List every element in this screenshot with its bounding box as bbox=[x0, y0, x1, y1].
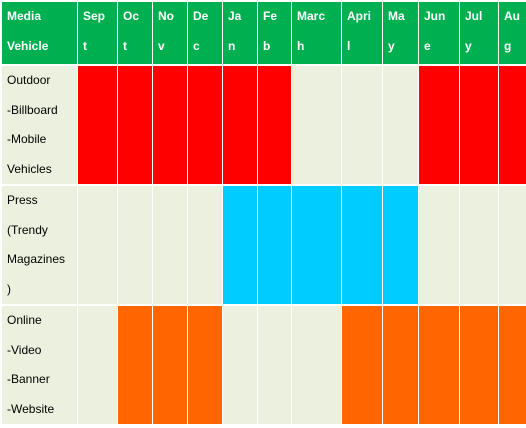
schedule-cell-active bbox=[499, 306, 526, 424]
schedule-cell-empty bbox=[342, 66, 382, 184]
schedule-cell-active bbox=[419, 66, 459, 184]
schedule-cell-empty bbox=[499, 186, 526, 304]
month-header-dec: De c bbox=[188, 2, 222, 64]
corner-header: Media Vehicle bbox=[2, 2, 77, 64]
schedule-cell-active bbox=[342, 186, 382, 304]
schedule-cell-active bbox=[499, 66, 526, 184]
schedule-cell-active bbox=[383, 186, 418, 304]
schedule-cell-empty bbox=[153, 186, 187, 304]
month-header-july: Jul y bbox=[460, 2, 498, 64]
schedule-cell-empty bbox=[188, 186, 222, 304]
schedule-cell-active bbox=[223, 186, 257, 304]
schedule-cell-active bbox=[419, 306, 459, 424]
schedule-cell-active bbox=[460, 66, 498, 184]
row-label-press: Press (Trendy Magazines ) bbox=[2, 186, 77, 304]
schedule-cell-empty bbox=[223, 306, 257, 424]
schedule-cell-empty bbox=[258, 306, 291, 424]
row-label-online: Online -Video -Banner -Website bbox=[2, 306, 77, 424]
month-header-june: Jun e bbox=[419, 2, 459, 64]
schedule-cell-active bbox=[153, 306, 187, 424]
schedule-cell-active bbox=[383, 306, 418, 424]
month-header-sept: Sep t bbox=[78, 2, 117, 64]
schedule-cell-empty bbox=[292, 66, 341, 184]
month-header-april: Apri l bbox=[342, 2, 382, 64]
month-header-may: Ma y bbox=[383, 2, 418, 64]
row-label-outdoor: Outdoor -Billboard -Mobile Vehicles bbox=[2, 66, 77, 184]
schedule-cell-active bbox=[188, 66, 222, 184]
schedule-cell-active bbox=[118, 66, 152, 184]
month-header-aug: Au g bbox=[499, 2, 526, 64]
schedule-cell-active bbox=[258, 186, 291, 304]
schedule-cell-empty bbox=[419, 186, 459, 304]
schedule-cell-empty bbox=[78, 186, 117, 304]
schedule-cell-empty bbox=[118, 186, 152, 304]
schedule-cell-active bbox=[460, 306, 498, 424]
month-header-jan: Ja n bbox=[223, 2, 257, 64]
schedule-cell-empty bbox=[383, 66, 418, 184]
schedule-cell-active bbox=[188, 306, 222, 424]
schedule-cell-empty bbox=[460, 186, 498, 304]
schedule-cell-active bbox=[258, 66, 291, 184]
schedule-cell-empty bbox=[292, 306, 341, 424]
month-header-march: Marc h bbox=[292, 2, 341, 64]
schedule-cell-empty bbox=[78, 306, 117, 424]
schedule-cell-active bbox=[118, 306, 152, 424]
month-header-nov: No v bbox=[153, 2, 187, 64]
schedule-cell-active bbox=[292, 186, 341, 304]
month-header-feb: Fe b bbox=[258, 2, 291, 64]
month-header-oct: Oc t bbox=[118, 2, 152, 64]
schedule-cell-active bbox=[78, 66, 117, 184]
schedule-cell-active bbox=[223, 66, 257, 184]
schedule-cell-active bbox=[153, 66, 187, 184]
schedule-cell-active bbox=[342, 306, 382, 424]
